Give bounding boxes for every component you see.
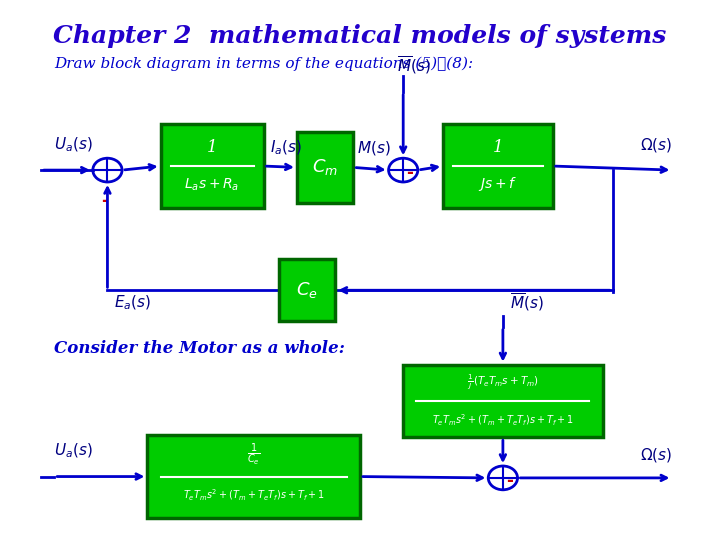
Text: $\Omega(s)$: $\Omega(s)$: [640, 447, 672, 464]
FancyBboxPatch shape: [403, 364, 603, 437]
Text: $C_e$: $C_e$: [296, 280, 318, 300]
FancyBboxPatch shape: [148, 435, 360, 518]
Text: Draw block diagram in terms of the equations (5)～(8):: Draw block diagram in terms of the equat…: [54, 57, 473, 71]
Text: 1: 1: [207, 139, 217, 156]
Text: $E_a(s)$: $E_a(s)$: [114, 293, 151, 312]
Text: -: -: [101, 192, 107, 210]
Text: $T_eT_ms^2+(T_m+T_eT_f)s+T_f+1$: $T_eT_ms^2+(T_m+T_eT_f)s+T_f+1$: [183, 487, 325, 503]
FancyBboxPatch shape: [161, 124, 264, 208]
Text: Chapter 2  mathematical models of systems: Chapter 2 mathematical models of systems: [53, 24, 667, 48]
Text: $U_a(s)$: $U_a(s)$: [54, 136, 93, 154]
Text: $T_eT_ms^2+(T_m+T_eT_f)s+T_f+1$: $T_eT_ms^2+(T_m+T_eT_f)s+T_f+1$: [432, 412, 574, 428]
Text: $Js+f$: $Js+f$: [478, 176, 518, 193]
Text: $\frac{1}{J}(T_eT_ms+T_m)$: $\frac{1}{J}(T_eT_ms+T_m)$: [467, 373, 539, 392]
Text: $M(s)$: $M(s)$: [356, 139, 390, 157]
FancyBboxPatch shape: [443, 124, 553, 208]
Text: $U_a(s)$: $U_a(s)$: [54, 442, 93, 460]
Text: $I_a(s)$: $I_a(s)$: [270, 138, 302, 157]
Text: $\frac{1}{C_e}$: $\frac{1}{C_e}$: [247, 442, 261, 468]
Text: -: -: [407, 164, 413, 182]
Text: $\overline{M}(s)$: $\overline{M}(s)$: [397, 54, 430, 76]
FancyBboxPatch shape: [297, 132, 354, 202]
FancyBboxPatch shape: [279, 259, 336, 321]
Text: Consider the Motor as a whole:: Consider the Motor as a whole:: [54, 340, 345, 357]
Text: $L_as+R_a$: $L_as+R_a$: [184, 176, 240, 193]
Text: $\overline{M}(s)$: $\overline{M}(s)$: [510, 292, 543, 313]
Text: $C_m$: $C_m$: [312, 157, 338, 178]
Text: -: -: [506, 471, 513, 490]
Text: 1: 1: [492, 139, 503, 156]
Text: $\Omega(s)$: $\Omega(s)$: [640, 136, 672, 154]
